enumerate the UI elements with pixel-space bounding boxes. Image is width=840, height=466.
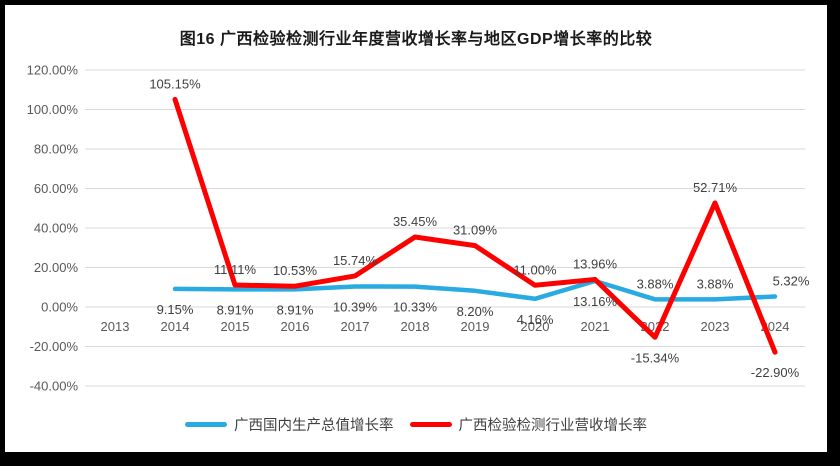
gdp-data-label: 10.33% [393, 300, 438, 315]
gdp-data-label: 8.20% [457, 304, 494, 319]
y-axis-tick-label: 120.00% [27, 63, 79, 78]
gdp-line-swatch [185, 422, 227, 427]
x-axis-label: 2021 [581, 319, 610, 334]
y-axis-tick-label: 100.00% [27, 102, 79, 117]
revenue-data-label: 13.96% [573, 256, 618, 271]
x-axis-label: 2016 [281, 319, 310, 334]
x-axis-label: 2015 [221, 319, 250, 334]
gdp-data-label: 8.91% [277, 302, 314, 317]
chart-title: 图16 广西检验检测行业年度营收增长率与地区GDP增长率的比较 [179, 31, 653, 48]
gdp-data-label: 8.91% [217, 302, 254, 317]
legend-item-gdp: 广西国内生产总值增长率 [185, 414, 394, 435]
x-axis-label: 2018 [401, 319, 430, 334]
gdp-line [172, 278, 778, 302]
y-axis-tick-label: 40.00% [34, 221, 79, 236]
chart-legend: 广西国内生产总值增长率 广西检验检测行业营收增长率 [5, 414, 827, 435]
gdp-data-label: 10.39% [333, 299, 378, 314]
x-axis-label: 2017 [341, 319, 370, 334]
revenue-data-label: -15.34% [631, 350, 680, 365]
revenue-data-label: -22.90% [751, 365, 800, 380]
revenue-data-label: 31.09% [453, 223, 498, 238]
y-axis-tick-label: 80.00% [34, 142, 79, 157]
gdp-data-label: 13.16% [573, 294, 618, 309]
y-axis-tick-label: 0.00% [41, 300, 78, 315]
x-axis-label: 2020 [521, 319, 550, 334]
y-axis-tick-label: 60.00% [34, 181, 79, 196]
legend-label-revenue: 广西检验检测行业营收增长率 [458, 418, 648, 434]
revenue-data-label: 52.71% [693, 180, 738, 195]
gdp-data-label: 5.32% [773, 273, 810, 288]
revenue-data-label: 15.74% [333, 253, 378, 268]
revenue-data-label: 105.15% [149, 76, 201, 91]
revenue-data-label: 11.00% [513, 262, 557, 277]
revenue-line [172, 96, 778, 355]
x-axis-label: 2019 [461, 319, 490, 334]
x-axis-label: 2014 [161, 319, 190, 334]
revenue-data-label: 10.53% [273, 263, 318, 278]
legend-label-gdp: 广西国内生产总值增长率 [234, 418, 394, 434]
y-axis-tick-label: -40.00% [30, 379, 79, 394]
gdp-data-label: 3.88% [637, 276, 674, 291]
revenue-data-label: 11.11% [214, 262, 257, 277]
y-axis-tick-label: 20.00% [34, 260, 79, 275]
x-axis-label: 2023 [701, 319, 730, 334]
revenue-data-label: 35.45% [393, 214, 438, 229]
x-axis-label: 2013 [101, 319, 130, 334]
gdp-data-label: 3.88% [697, 276, 734, 291]
y-axis-tick-label: -20.00% [30, 339, 79, 354]
gdp-data-label: 4.16% [517, 312, 554, 327]
revenue-line-swatch [409, 422, 452, 427]
line-chart-plot-area: 120.00% 100.00% 80.00% 60.00% 40.00% 20.00% 0.… [27, 63, 810, 394]
chart-canvas: 图16 广西检验检测行业年度营收增长率与地区GDP增长率的比较 120.00% 1… [5, 5, 827, 452]
gdp-data-label: 9.15% [157, 302, 194, 317]
legend-item-revenue: 广西检验检测行业营收增长率 [409, 414, 648, 435]
